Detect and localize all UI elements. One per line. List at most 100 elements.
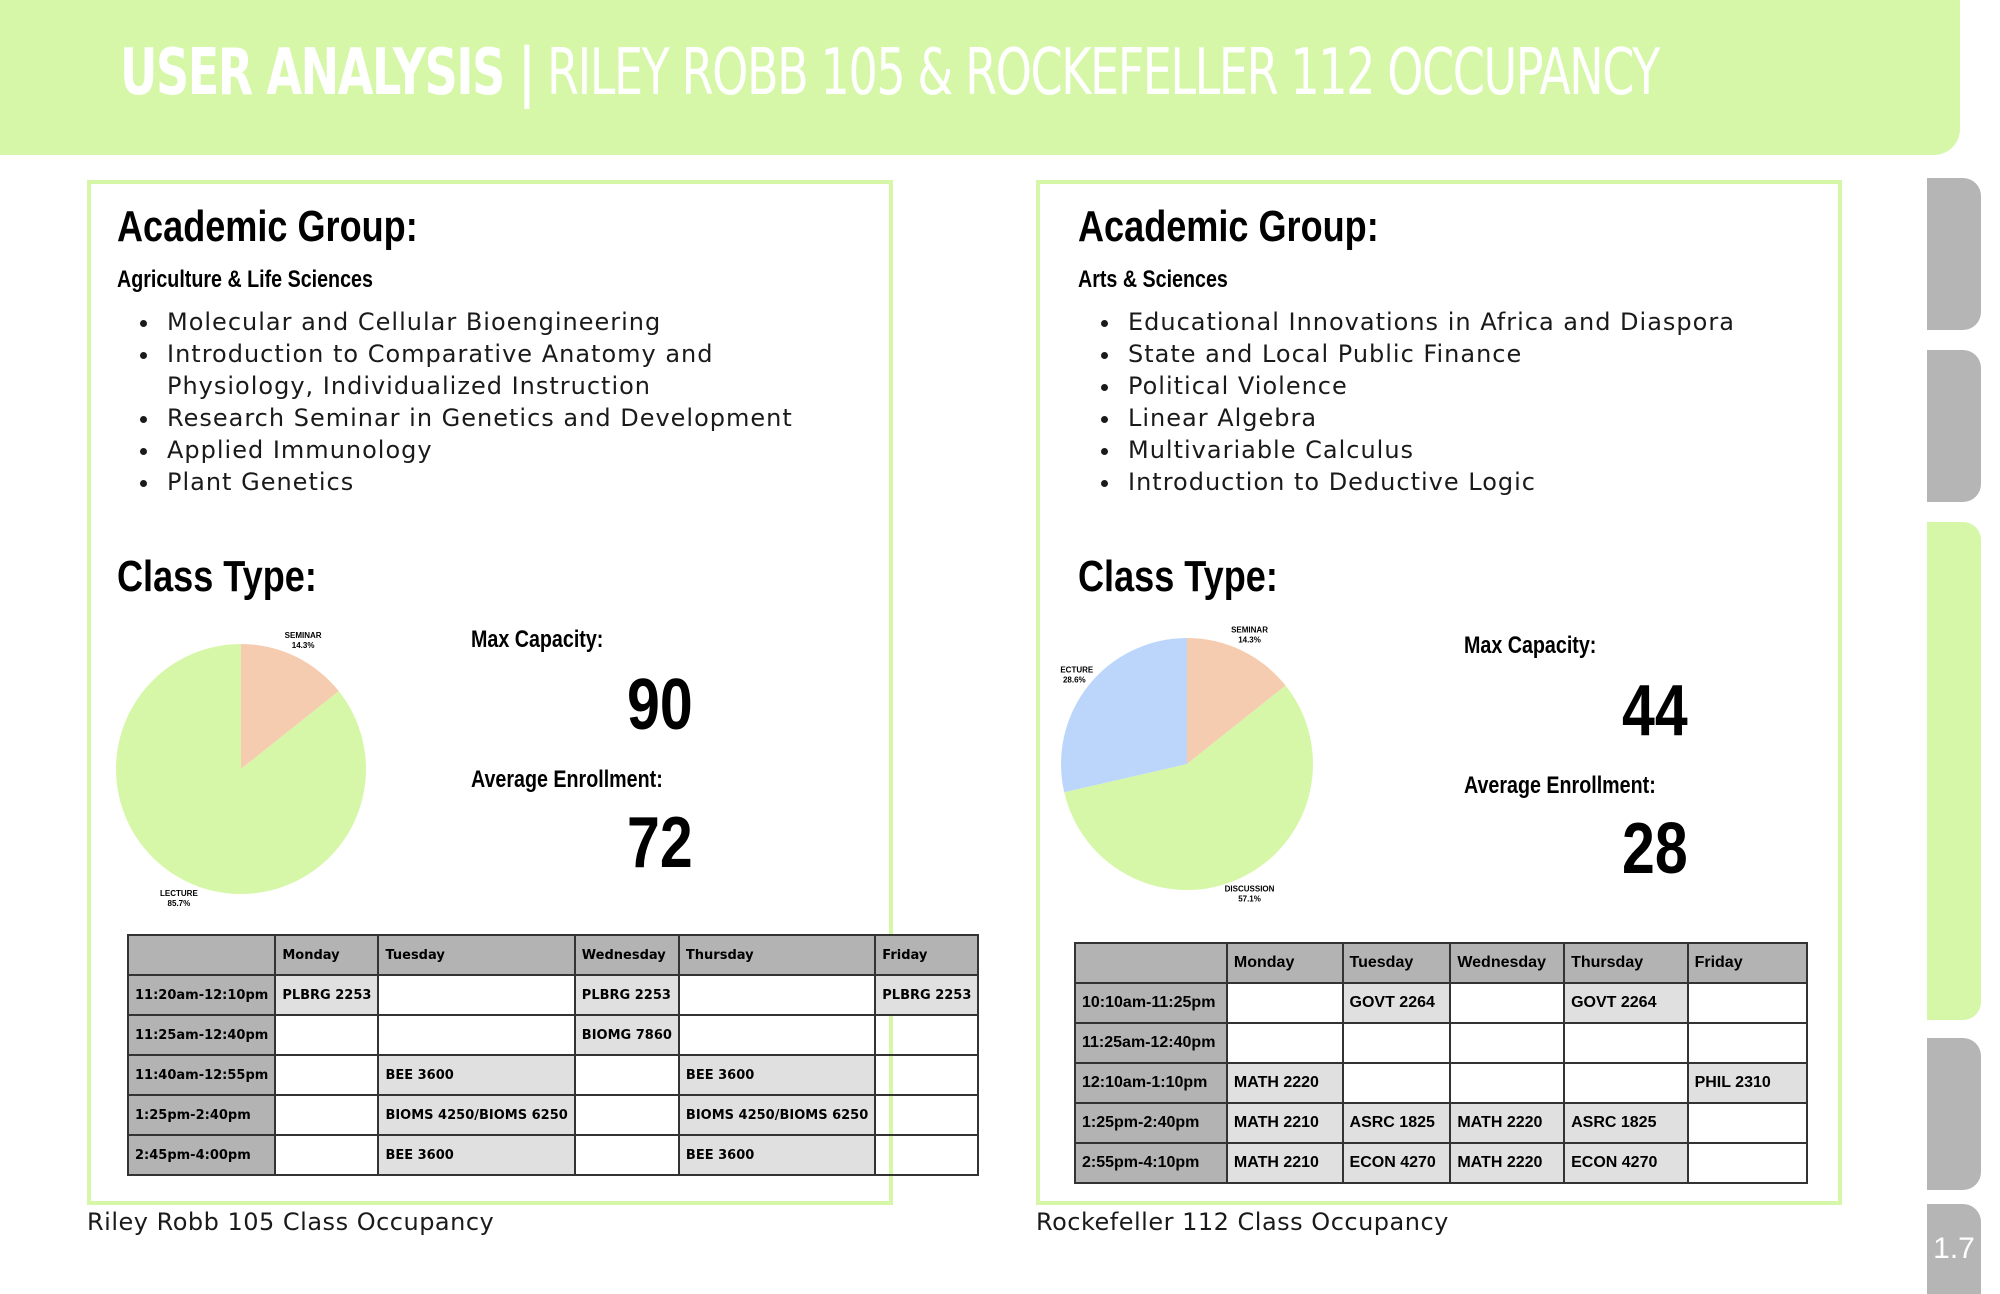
table-row: 2:45pm-4:00pm BEE 3600 BEE 3600 [126, 1134, 980, 1176]
rockefeller-caption: Rockefeller 112 Class Occupancy [1036, 1208, 1449, 1236]
time-slot-cell: 10:10am-11:25pm [1074, 982, 1228, 1024]
table-cell: BEE 3600 [377, 1054, 576, 1096]
pie-slice-discussion [1064, 685, 1313, 890]
schedule-table: Monday Tuesday Wednesday Thursday Friday… [1074, 942, 1809, 1184]
table-cell [874, 1134, 980, 1176]
table-cell [274, 1054, 380, 1096]
pie-label-percent: 28.6% [1063, 675, 1086, 684]
time-slot-cell: 11:25am-12:40pm [126, 1014, 277, 1056]
table-cell [274, 1094, 380, 1136]
time-slot-cell: 11:40am-12:55pm [126, 1054, 277, 1096]
table-header-row: Monday Tuesday Wednesday Thursday Friday [1074, 942, 1809, 984]
table-cell [1225, 1022, 1344, 1064]
table-row: 12:10am-1:10pm MATH 2220 PHIL 2310 [1074, 1062, 1809, 1104]
course-list: Educational Innovations in Africa and Di… [1102, 306, 1735, 498]
table-cell [377, 1014, 576, 1056]
pie-slice-seminar [1187, 638, 1286, 764]
table-cell [874, 1094, 980, 1136]
header-cell [1074, 942, 1228, 984]
page-number: 1.7 [1927, 1204, 1981, 1294]
list-item: Plant Genetics [161, 466, 793, 498]
header-cell [126, 934, 277, 976]
side-tab-4[interactable] [1927, 1038, 1981, 1190]
table-cell [874, 1054, 980, 1096]
time-slot-cell: 11:25am-12:40pm [1074, 1022, 1228, 1064]
header-cell: Tuesday [1341, 942, 1452, 984]
header-cell: Tuesday [377, 934, 576, 976]
pie-label-category: DISCUSSION [1225, 885, 1275, 894]
side-tab-1[interactable] [1927, 178, 1981, 330]
list-item: Molecular and Cellular Bioengineering [161, 306, 793, 338]
table-cell [274, 1134, 380, 1176]
table-cell [677, 1014, 877, 1056]
riley-robb-panel: Academic Group: Agriculture & Life Scien… [87, 180, 980, 1205]
table-cell [1341, 1062, 1452, 1104]
pie-label-percent: 14.3% [292, 641, 315, 650]
table-row: 11:25am-12:40pm BIOMG 7860 [126, 1014, 980, 1056]
page-title: USER ANALYSIS | RILEY ROBB 105 & ROCKEFE… [120, 28, 1660, 118]
table-cell [1341, 1022, 1452, 1064]
list-item: Research Seminar in Genetics and Develop… [161, 402, 793, 434]
list-item: Introduction to Comparative Anatomy andP… [161, 338, 793, 402]
table-cell: GOVT 2264 [1341, 982, 1452, 1024]
pie-label-category: LECTURE [1060, 665, 1094, 674]
time-slot-cell: 11:20am-12:10pm [126, 974, 277, 1016]
course-list: Molecular and Cellular Bioengineering In… [141, 306, 793, 498]
header-cell: Thursday [1563, 942, 1689, 984]
table-cell: MATH 2210 [1225, 1142, 1344, 1184]
table-header-row: Monday Tuesday Wednesday Thursday Friday [126, 934, 980, 976]
table-cell: PHIL 2310 [1686, 1062, 1809, 1104]
table-cell [1686, 982, 1809, 1024]
table-cell [1225, 982, 1344, 1024]
table-cell: PLBRG 2253 [274, 974, 380, 1016]
list-item: Political Violence [1122, 370, 1735, 402]
pie-label-category: SEMINAR [1231, 625, 1268, 634]
page-title-bold: USER ANALYSIS | [120, 36, 535, 110]
schedule-table: Monday Tuesday Wednesday Thursday Friday… [126, 934, 980, 1176]
table-row: 1:25pm-2:40pm BIOMS 4250/BIOMS 6250 BIOMS … [126, 1094, 980, 1136]
time-slot-cell: 2:55pm-4:10pm [1074, 1142, 1228, 1184]
table-cell [1449, 1062, 1566, 1104]
avg-enrollment-value: 28 [1622, 809, 1688, 889]
table-cell: PLBRG 2253 [874, 974, 980, 1016]
header-cell: Monday [274, 934, 380, 976]
avg-enrollment-label: Average Enrollment: [1464, 772, 1656, 799]
header-cell: Wednesday [573, 934, 680, 976]
table-row: 11:25am-12:40pm [1074, 1022, 1809, 1064]
class-type-heading: Class Type: [117, 552, 317, 601]
table-row: 1:25pm-2:40pm MATH 2210 ASRC 1825 MATH 2220… [1074, 1102, 1809, 1144]
max-capacity-label: Max Capacity: [1464, 632, 1597, 659]
academic-group-name: Agriculture & Life Sciences [117, 266, 373, 293]
list-item: Educational Innovations in Africa and Di… [1122, 306, 1735, 338]
list-item: State and Local Public Finance [1122, 338, 1735, 370]
pie-slice-seminar [241, 644, 339, 769]
time-slot-cell: 1:25pm-2:40pm [126, 1094, 277, 1136]
table-cell: BIOMS 4250/BIOMS 6250 [377, 1094, 576, 1136]
avg-enrollment-label: Average Enrollment: [471, 766, 663, 793]
list-item: Introduction to Deductive Logic [1122, 466, 1735, 498]
header-cell: Friday [1686, 942, 1809, 984]
page-title-light: RILEY ROBB 105 & ROCKEFELLER 112 OCCUPAN… [533, 36, 1660, 110]
table-cell [1686, 1142, 1809, 1184]
pie-label-percent: 85.7% [168, 899, 191, 908]
table-row: 11:40am-12:55pm BEE 3600 BEE 3600 [126, 1054, 980, 1096]
table-cell [1449, 982, 1566, 1024]
table-cell [1563, 1062, 1689, 1104]
table-row: 10:10am-11:25pm GOVT 2264 GOVT 2264 [1074, 982, 1809, 1024]
table-cell [1563, 1022, 1689, 1064]
side-tab-active[interactable] [1927, 522, 1981, 1020]
table-cell: BEE 3600 [677, 1054, 877, 1096]
table-row: 11:20am-12:10pm PLBRG 2253 PLBRG 2253 PLBRG… [126, 974, 980, 1016]
header-cell: Monday [1225, 942, 1344, 984]
class-type-heading: Class Type: [1078, 552, 1278, 601]
list-item: Applied Immunology [161, 434, 793, 466]
pie-label-percent: 14.3% [1238, 635, 1261, 644]
side-tab-2[interactable] [1927, 350, 1981, 502]
table-cell: ASRC 1825 [1341, 1102, 1452, 1144]
table-cell: BEE 3600 [377, 1134, 576, 1176]
academic-group-name: Arts & Sciences [1078, 266, 1228, 293]
table-cell [677, 974, 877, 1016]
time-slot-cell: 2:45pm-4:00pm [126, 1134, 277, 1176]
table-cell: BEE 3600 [677, 1134, 877, 1176]
